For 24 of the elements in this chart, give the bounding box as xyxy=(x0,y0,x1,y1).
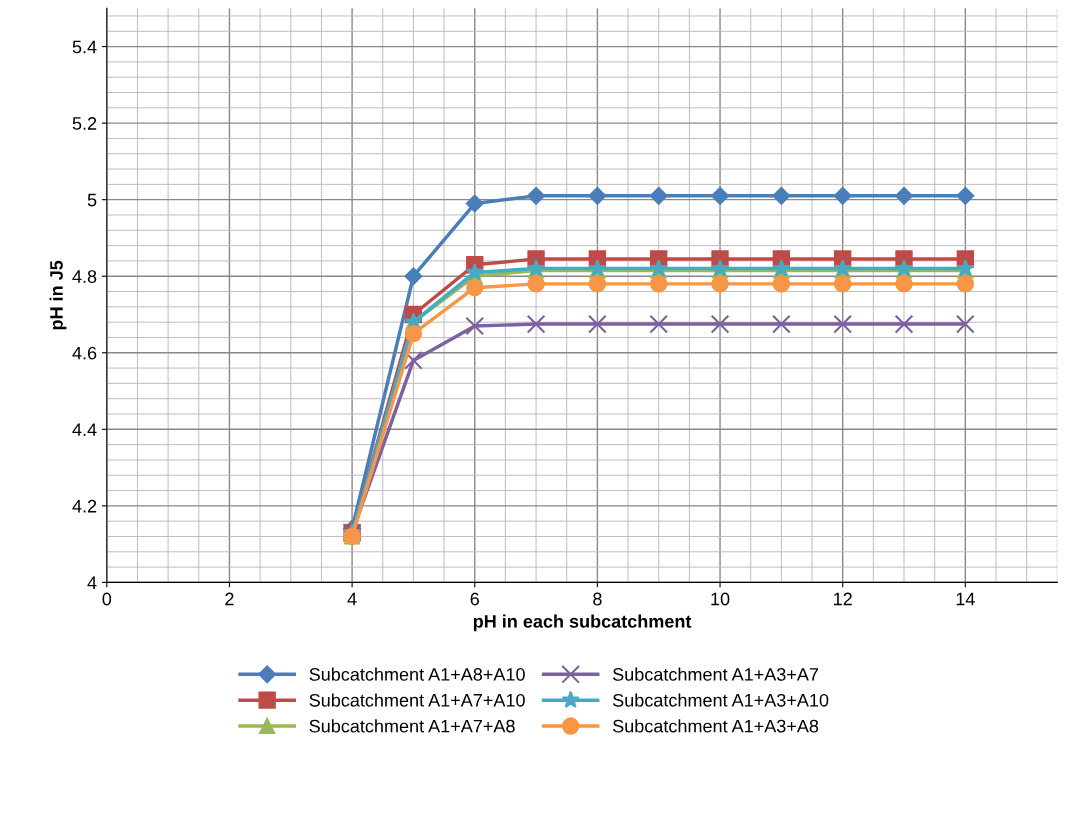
y-tick-label: 4 xyxy=(87,576,97,589)
y-tick-label: 4.4 xyxy=(72,423,97,436)
legend-label: Subcatchment A1+A3+A7 xyxy=(612,667,819,681)
x-tick-label: 14 xyxy=(956,592,975,606)
x-tick-label: 8 xyxy=(593,592,602,606)
x-tick-label: 2 xyxy=(225,592,234,606)
legend-label: Subcatchment A1+A3+A8 xyxy=(612,719,819,733)
legend-label: Subcatchment A1+A3+A10 xyxy=(612,693,829,707)
y-axis-title: pH in J5 xyxy=(49,260,67,330)
x-tick-label: 0 xyxy=(102,592,112,606)
y-tick-label: 4.2 xyxy=(72,499,97,513)
y-tick-label: 4.6 xyxy=(72,346,97,360)
legend-label: Subcatchment A1+A7+A10 xyxy=(309,693,525,707)
legend-label: Subcatchment A1+A7+A8 xyxy=(309,719,515,733)
y-tick-label: 4.8 xyxy=(72,270,97,283)
x-tick-label: 12 xyxy=(834,592,852,606)
x-tick-label: 6 xyxy=(470,592,479,606)
x-tick-label: 10 xyxy=(711,592,730,606)
y-tick-label: 5.4 xyxy=(72,40,97,54)
x-axis-title: pH in each subcatchment xyxy=(473,614,692,632)
x-tick-label: 4 xyxy=(347,592,357,606)
y-tick-label: 5.2 xyxy=(72,117,97,130)
legend-label: Subcatchment A1+A8+A10 xyxy=(309,667,525,681)
y-tick-label: 5 xyxy=(87,193,97,207)
